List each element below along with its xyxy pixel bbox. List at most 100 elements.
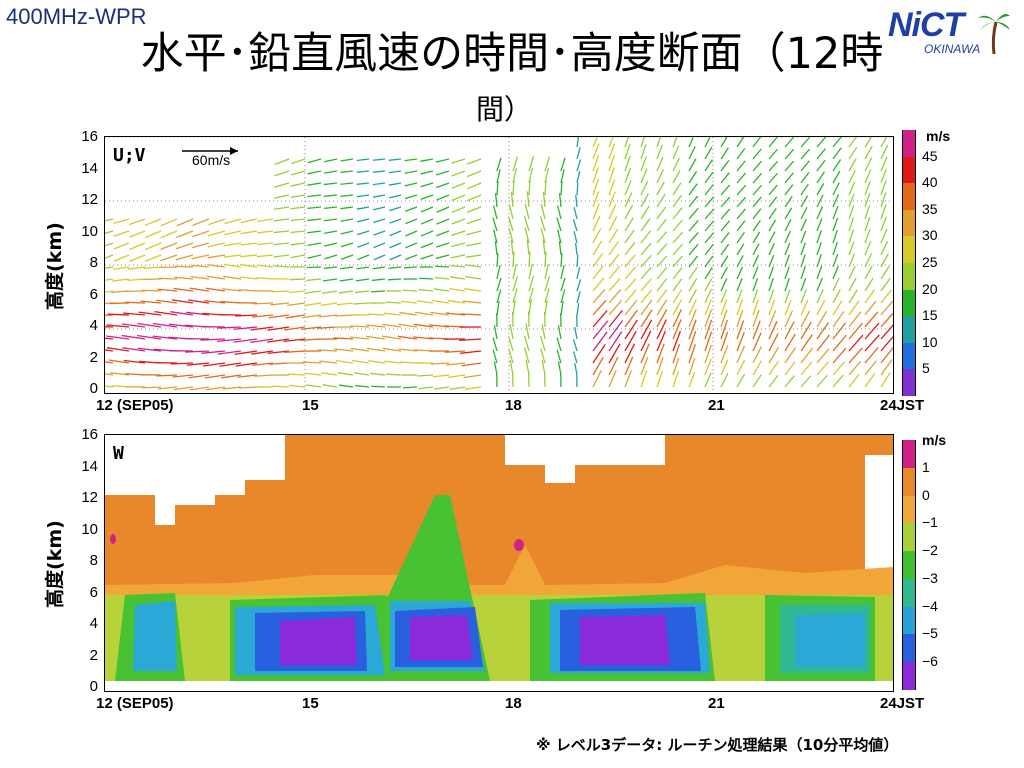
wind-vector <box>608 253 620 268</box>
wind-vector <box>338 290 354 294</box>
wind-vector <box>816 265 823 280</box>
wind-vector <box>496 289 502 304</box>
wind-vector <box>880 137 888 148</box>
wind-vector <box>371 278 386 282</box>
wind-vector <box>556 229 562 244</box>
wind-vector <box>512 276 519 292</box>
wind-vector <box>832 217 839 232</box>
colorbar-segment <box>902 606 916 635</box>
wind-vector <box>235 362 258 367</box>
y-tick-label: 10 <box>81 222 98 240</box>
wind-vector <box>864 157 873 172</box>
colorbar-label: 0 <box>922 486 930 503</box>
wind-vector <box>288 290 306 294</box>
wind-vector <box>624 370 632 388</box>
wind-vector <box>335 359 354 364</box>
wind-vector <box>273 230 290 234</box>
y-tick-label: 6 <box>89 285 98 303</box>
y-tick-label: 0 <box>89 678 98 695</box>
wind-vector <box>704 266 713 280</box>
wind-vector <box>704 232 715 244</box>
wind-vector <box>389 254 402 261</box>
wind-vector <box>704 208 715 220</box>
wind-vector <box>160 230 178 239</box>
wind-vector <box>420 242 434 249</box>
wind-vector <box>420 206 434 213</box>
wind-vector <box>319 360 338 364</box>
wind-vector <box>434 386 450 390</box>
wind-vector <box>736 255 744 268</box>
wind-vector <box>784 277 790 292</box>
wind-vector <box>736 243 745 256</box>
wind-vector <box>106 347 130 352</box>
colorbar-label: 45 <box>922 147 938 164</box>
colorbar-segment <box>902 467 916 496</box>
wind-vector <box>372 266 386 270</box>
wind-vector <box>420 194 434 201</box>
wind-vector <box>544 288 550 304</box>
wind-vector <box>524 227 530 244</box>
wind-vector <box>307 194 322 198</box>
wind-vector <box>784 137 795 148</box>
wind-vector <box>672 182 682 196</box>
wind-vector <box>154 310 178 316</box>
wind-vector <box>736 172 747 184</box>
wind-vector <box>106 335 130 340</box>
wind-vector <box>402 289 418 292</box>
wind-vector <box>880 192 887 208</box>
wind-vector <box>168 323 194 328</box>
wind-vector <box>191 254 210 260</box>
wind-vector <box>508 348 514 364</box>
w-panel-label: W <box>113 443 124 464</box>
wind-vector <box>466 170 482 178</box>
wind-vector <box>141 289 162 292</box>
wind-vector <box>624 299 638 316</box>
wind-vector <box>848 217 855 232</box>
wind-vector <box>372 182 386 186</box>
wind-vector <box>784 195 793 208</box>
wind-vector <box>624 356 634 376</box>
wind-vector <box>800 334 813 352</box>
colorbar-label: 15 <box>922 307 938 324</box>
wind-vector <box>113 230 130 237</box>
wind-vector <box>355 278 370 282</box>
wind-vector <box>523 335 530 352</box>
reference-vector: 60m/s <box>178 142 278 172</box>
wind-vector <box>464 386 482 390</box>
wind-vector <box>832 229 839 244</box>
wind-vector <box>201 350 226 354</box>
wind-vector <box>112 278 130 282</box>
wind-vector <box>307 170 322 175</box>
wind-vector <box>672 267 683 280</box>
wind-vector <box>672 194 683 208</box>
wind-vector <box>800 242 807 256</box>
wind-vector <box>848 300 860 316</box>
y-tick-label: 0 <box>89 380 98 397</box>
wind-vector <box>864 334 880 352</box>
wind-vector <box>206 386 226 391</box>
wind-vector <box>207 264 226 268</box>
wind-vector <box>528 251 531 268</box>
wind-vector <box>340 158 354 162</box>
wind-vector <box>460 313 482 316</box>
wind-vector <box>576 171 581 184</box>
wind-vector <box>768 346 780 364</box>
wind-vector <box>592 240 603 256</box>
wind-vector <box>624 137 630 148</box>
wind-vector <box>113 254 130 262</box>
reference-vector-label: 60m/s <box>192 152 231 168</box>
wind-vector <box>496 181 499 196</box>
wind-vector <box>496 265 501 280</box>
wind-vector <box>287 373 306 376</box>
wind-vector <box>523 347 530 364</box>
wind-vector <box>572 351 578 364</box>
wind-vector <box>784 289 791 304</box>
wind-vector <box>704 319 713 340</box>
wind-vector <box>768 207 777 220</box>
wind-vector <box>105 337 114 340</box>
wind-vector <box>496 253 499 268</box>
wind-vector <box>656 231 668 244</box>
wind-vector <box>413 323 434 328</box>
wind-vector <box>105 349 114 352</box>
wind-vector <box>880 241 889 256</box>
